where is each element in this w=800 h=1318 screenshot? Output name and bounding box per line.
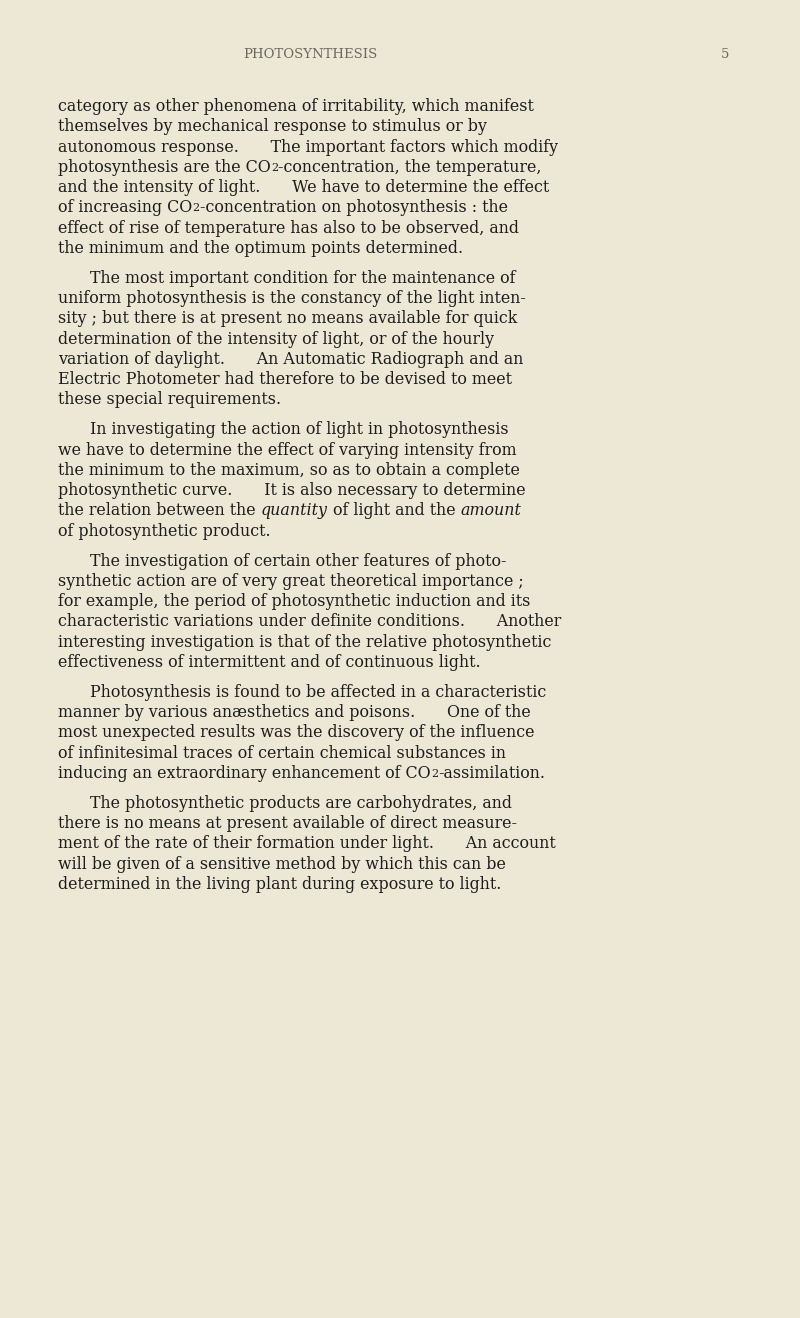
- Text: The most important condition for the maintenance of: The most important condition for the mai…: [90, 270, 516, 287]
- Text: of light and the: of light and the: [328, 502, 461, 519]
- Text: Electric Photometer had therefore to be devised to meet: Electric Photometer had therefore to be …: [58, 372, 512, 387]
- Text: of infinitesimal traces of certain chemical substances in: of infinitesimal traces of certain chemi…: [58, 745, 506, 762]
- Text: uniform photosynthesis is the constancy of the light inten-: uniform photosynthesis is the constancy …: [58, 290, 526, 307]
- Text: the relation between the: the relation between the: [58, 502, 261, 519]
- Text: sity ; but there is at present no means available for quick: sity ; but there is at present no means …: [58, 310, 518, 327]
- Text: of photosynthetic product.: of photosynthetic product.: [58, 522, 271, 539]
- Text: PHOTOSYNTHESIS: PHOTOSYNTHESIS: [243, 47, 378, 61]
- Text: most unexpected results was the discovery of the influence: most unexpected results was the discover…: [58, 725, 535, 742]
- Text: interesting investigation is that of the relative photosynthetic: interesting investigation is that of the…: [58, 634, 552, 651]
- Text: variation of daylight.  An Automatic Radiograph and an: variation of daylight. An Automatic Radi…: [58, 351, 524, 368]
- Text: 2: 2: [431, 768, 438, 779]
- Text: and the intensity of light.  We have to determine the effect: and the intensity of light. We have to d…: [58, 179, 550, 196]
- Text: -concentration, the temperature,: -concentration, the temperature,: [278, 159, 542, 175]
- Text: 5: 5: [722, 47, 730, 61]
- Text: The investigation of certain other features of photo-: The investigation of certain other featu…: [90, 552, 507, 569]
- Text: -assimilation.: -assimilation.: [438, 764, 545, 782]
- Text: amount: amount: [461, 502, 522, 519]
- Text: themselves by mechanical response to stimulus or by: themselves by mechanical response to sti…: [58, 119, 487, 136]
- Text: determination of the intensity of light, or of the hourly: determination of the intensity of light,…: [58, 331, 494, 348]
- Text: autonomous response.  The important factors which modify: autonomous response. The important facto…: [58, 138, 558, 156]
- Text: manner by various anæsthetics and poisons.  One of the: manner by various anæsthetics and poison…: [58, 704, 531, 721]
- Text: of increasing CO: of increasing CO: [58, 199, 193, 216]
- Text: The photosynthetic products are carbohydrates, and: The photosynthetic products are carbohyd…: [90, 795, 512, 812]
- Text: inducing an extraordinary enhancement of CO: inducing an extraordinary enhancement of…: [58, 764, 431, 782]
- Text: effectiveness of intermittent and of continuous light.: effectiveness of intermittent and of con…: [58, 654, 481, 671]
- Text: ment of the rate of their formation under light.  An account: ment of the rate of their formation unde…: [58, 836, 556, 853]
- Text: photosynthesis are the CO: photosynthesis are the CO: [58, 159, 271, 175]
- Text: quantity: quantity: [261, 502, 328, 519]
- Text: Photosynthesis is found to be affected in a characteristic: Photosynthesis is found to be affected i…: [90, 684, 546, 701]
- Text: photosynthetic curve.  It is also necessary to determine: photosynthetic curve. It is also necessa…: [58, 482, 526, 500]
- Text: the minimum and the optimum points determined.: the minimum and the optimum points deter…: [58, 240, 463, 257]
- Text: these special requirements.: these special requirements.: [58, 391, 282, 409]
- Text: there is no means at present available of direct measure-: there is no means at present available o…: [58, 816, 518, 832]
- Text: determined in the living plant during exposure to light.: determined in the living plant during ex…: [58, 876, 502, 892]
- Text: we have to determine the effect of varying intensity from: we have to determine the effect of varyi…: [58, 442, 517, 459]
- Text: for example, the period of photosynthetic induction and its: for example, the period of photosyntheti…: [58, 593, 530, 610]
- Text: -concentration on photosynthesis : the: -concentration on photosynthesis : the: [200, 199, 508, 216]
- Text: 2: 2: [271, 163, 278, 173]
- Text: will be given of a sensitive method by which this can be: will be given of a sensitive method by w…: [58, 855, 506, 873]
- Text: the minimum to the maximum, so as to obtain a complete: the minimum to the maximum, so as to obt…: [58, 461, 520, 478]
- Text: synthetic action are of very great theoretical importance ;: synthetic action are of very great theor…: [58, 573, 524, 590]
- Text: category as other phenomena of irritability, which manifest: category as other phenomena of irritabil…: [58, 99, 534, 115]
- Text: effect of rise of temperature has also to be observed, and: effect of rise of temperature has also t…: [58, 220, 519, 236]
- Text: characteristic variations under definite conditions.  Another: characteristic variations under definite…: [58, 613, 562, 630]
- Text: 2: 2: [193, 203, 200, 214]
- Text: In investigating the action of light in photosynthesis: In investigating the action of light in …: [90, 422, 509, 439]
